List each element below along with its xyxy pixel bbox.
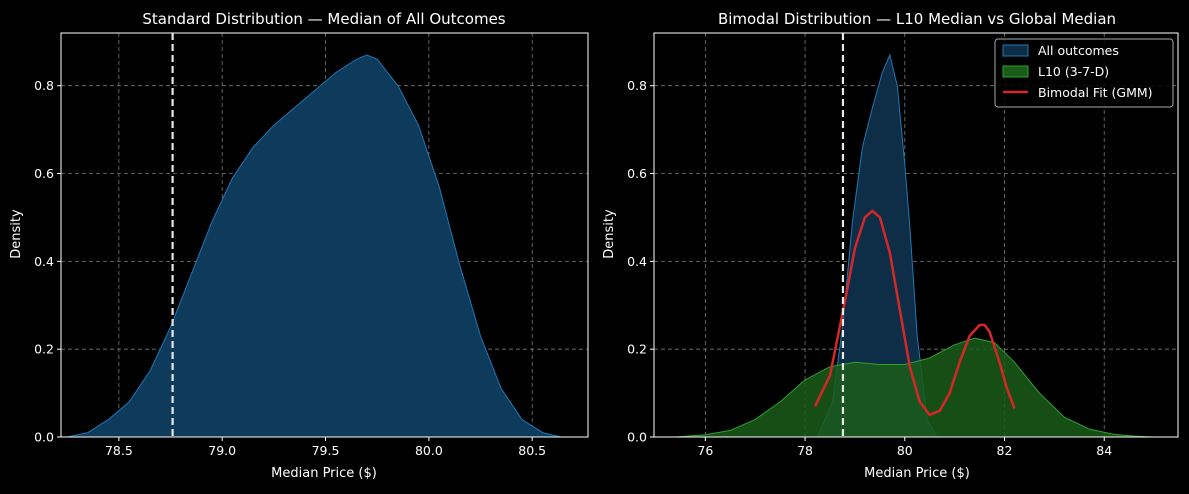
right-axes-frame	[653, 32, 1179, 438]
left-x-tick-label-1: 79.0	[208, 443, 236, 458]
right-outline-l10-3-7-d	[675, 337, 1155, 438]
left-y-tick-label-1: 0.2	[34, 342, 54, 357]
right-y-tick-label-1: 0.2	[627, 342, 647, 357]
right-x-tick-label-3: 82	[997, 443, 1013, 458]
left-outline-series-0	[67, 54, 562, 438]
left-y-tick-label-0: 0.0	[34, 430, 54, 445]
left-chart-title: Standard Distribution — Median of All Ou…	[142, 10, 505, 28]
left-y-tick-label-3: 0.6	[34, 166, 54, 181]
left-y-ticks: 0.0 0.2 0.4 0.6 0.8	[34, 78, 61, 445]
right-y-tick-label-4: 0.8	[627, 78, 647, 93]
left-areas	[67, 54, 562, 438]
right-x-axis-label: Median Price ($)	[864, 466, 970, 481]
left-y-axis-label: Density	[9, 209, 24, 259]
right-chart-title: Bimodal Distribution — L10 Median vs Glo…	[718, 10, 1116, 28]
legend-box	[994, 38, 1174, 108]
left-x-tick-label-2: 79.5	[312, 443, 340, 458]
left-frame	[60, 32, 589, 438]
legend-swatch-l10	[1002, 65, 1029, 78]
left-x-tick-label-0: 78.5	[105, 443, 133, 458]
right-x-tick-label-2: 80	[897, 443, 913, 458]
legend-label-all-outcomes: All outcomes	[1038, 43, 1119, 58]
right-y-ticks: 0.0 0.2 0.4 0.6 0.8	[627, 78, 654, 445]
left-x-tick-label-4: 80.5	[518, 443, 546, 458]
right-frame	[653, 32, 1179, 438]
legend-label-gmm-fit: Bimodal Fit (GMM)	[1038, 85, 1153, 100]
left-x-axis-label: Median Price ($)	[271, 466, 377, 481]
left-y-tick-label-4: 0.8	[34, 78, 54, 93]
left-x-tick-label-3: 80.0	[415, 443, 443, 458]
right-x-tick-label-4: 84	[1096, 443, 1112, 458]
left-axes-frame	[60, 32, 589, 438]
right-line-bimodal-fit-gmm	[813, 209, 1016, 417]
right-chart-panel: Bimodal Distribution — L10 Median vs Glo…	[602, 10, 1179, 481]
left-y-tick-label-2: 0.4	[34, 254, 54, 269]
right-lines	[813, 209, 1016, 417]
right-area-all-outcomes	[817, 55, 937, 437]
right-y-axis-label: Density	[602, 209, 617, 259]
right-x-tick-label-0: 76	[697, 443, 713, 458]
right-x-tick-label-1: 78	[797, 443, 813, 458]
left-chart-panel: Standard Distribution — Median of All Ou…	[9, 10, 589, 481]
right-y-tick-label-3: 0.6	[627, 166, 647, 181]
right-x-ticks: 76 78 80 82 84	[697, 437, 1112, 458]
right-y-tick-label-2: 0.4	[627, 254, 647, 269]
right-y-tick-label-0: 0.0	[627, 430, 647, 445]
left-area-series-0	[67, 55, 562, 437]
legend-label-l10: L10 (3-7-D)	[1038, 64, 1109, 79]
left-x-ticks: 78.5 79.0 79.5 80.0 80.5	[105, 437, 546, 458]
legend: All outcomes L10 (3-7-D) Bimodal Fit (GM…	[994, 38, 1174, 108]
legend-swatch-all-outcomes	[1002, 44, 1029, 57]
